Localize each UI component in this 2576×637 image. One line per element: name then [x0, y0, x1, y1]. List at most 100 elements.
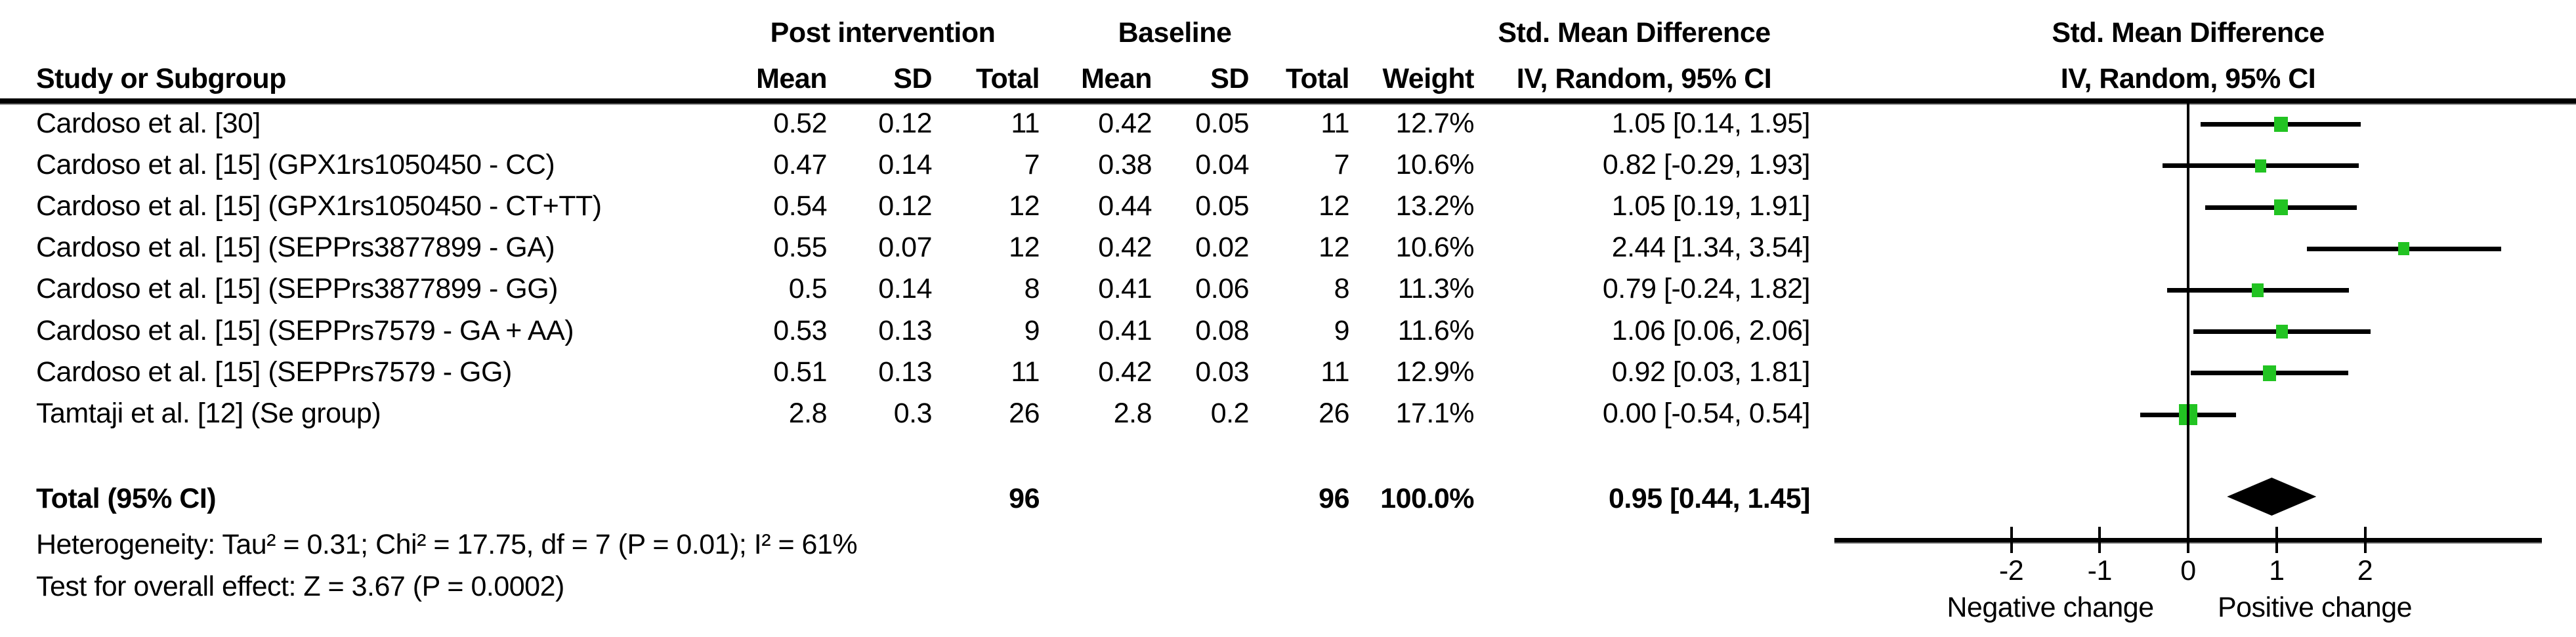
axis-tick — [2187, 527, 2189, 553]
study-row-post-sd: 0.12 — [878, 108, 932, 139]
baseline-total-header: Total — [1285, 63, 1350, 94]
header-rule-shadow — [0, 104, 2576, 105]
study-row-post-total: 8 — [1024, 273, 1040, 304]
axis-tick-label: 1 — [2269, 555, 2285, 586]
study-row-base-mean: 0.42 — [1098, 232, 1152, 263]
effect-marker — [2262, 365, 2277, 381]
study-row-base-mean: 2.8 — [1113, 398, 1152, 429]
weight-header: Weight — [1382, 63, 1474, 94]
study-row-post-total: 11 — [1011, 356, 1040, 388]
axis-tick — [2275, 527, 2278, 553]
study-row-post-mean: 0.53 — [773, 315, 827, 346]
study-row-post-total: 26 — [1009, 398, 1040, 429]
zero-effect-line — [2187, 104, 2189, 540]
study-row-label: Cardoso et al. [15] (SEPPrs7579 - GG) — [36, 356, 512, 388]
study-row-base-sd: 0.03 — [1195, 356, 1249, 388]
study-row-weight: 10.6% — [1395, 232, 1475, 263]
study-row-label: Cardoso et al. [15] (GPX1rs1050450 - CC) — [36, 149, 555, 180]
study-row-weight: 17.1% — [1395, 398, 1475, 429]
study-row-base-sd: 0.05 — [1195, 108, 1249, 139]
study-row-base-total: 7 — [1334, 149, 1350, 180]
axis-tick-label: 2 — [2357, 555, 2373, 586]
study-row-ci-text: 0.82 [-0.29, 1.93] — [1602, 149, 1811, 180]
study-row-base-total: 11 — [1320, 356, 1349, 388]
study-row-base-sd: 0.04 — [1195, 149, 1249, 180]
study-row-label: Cardoso et al. [15] (SEPPrs3877899 - GG) — [36, 273, 559, 304]
study-row-post-sd: 0.12 — [878, 190, 932, 222]
study-row-base-sd: 0.05 — [1195, 190, 1249, 222]
study-row-post-mean: 0.55 — [773, 232, 827, 263]
overall-effect-test: Test for overall effect: Z = 3.67 (P = 0… — [36, 571, 564, 602]
study-row-base-mean: 0.41 — [1098, 273, 1152, 304]
effect-marker — [2274, 116, 2288, 133]
study-row-base-total: 12 — [1319, 190, 1349, 222]
study-row-ci-text: 0.00 [-0.54, 0.54] — [1602, 398, 1811, 429]
total-post-n: 96 — [1009, 483, 1040, 514]
post-total-header: Total — [975, 63, 1040, 94]
study-row-weight: 13.2% — [1395, 190, 1475, 222]
study-row-label: Cardoso et al. [15] (SEPPrs3877899 - GA) — [36, 232, 555, 263]
study-row-base-total: 12 — [1319, 232, 1349, 263]
study-row-ci-text: 0.92 [0.03, 1.81] — [1611, 356, 1811, 388]
study-row-ci-text: 1.05 [0.19, 1.91] — [1611, 190, 1811, 222]
smd-plot-header: Std. Mean Difference — [2052, 17, 2325, 49]
study-row-label: Tamtaji et al. [12] (Se group) — [36, 398, 381, 429]
study-row-base-total: 9 — [1334, 315, 1350, 346]
effect-marker — [2273, 199, 2288, 216]
axis-tick — [2098, 527, 2101, 553]
study-row-weight: 11.3% — [1397, 273, 1475, 304]
study-row-weight: 10.6% — [1395, 149, 1475, 180]
study-row-post-sd: 0.14 — [878, 273, 932, 304]
heterogeneity-stats: Heterogeneity: Tau² = 0.31; Chi² = 17.75… — [36, 529, 858, 560]
study-row-base-total: 26 — [1319, 398, 1349, 429]
method-plot-header: IV, Random, 95% CI — [2060, 63, 2316, 94]
axis-tick-label: 0 — [2180, 555, 2196, 586]
study-row-weight: 12.7% — [1395, 108, 1475, 139]
study-row-post-total: 9 — [1024, 315, 1040, 346]
axis-tick — [2363, 527, 2367, 553]
study-row-base-mean: 0.38 — [1098, 149, 1152, 180]
pooled-effect-diamond — [2227, 478, 2317, 516]
study-row-base-mean: 0.44 — [1098, 190, 1152, 222]
study-row-weight: 11.6% — [1397, 315, 1475, 346]
total-row-label: Total (95% CI) — [36, 483, 217, 514]
baseline-mean-header: Mean — [1081, 63, 1152, 94]
axis-tick — [2010, 527, 2013, 553]
total-baseline-n: 96 — [1319, 483, 1349, 514]
study-row-label: Cardoso et al. [15] (SEPPrs7579 - GA + A… — [36, 315, 574, 346]
study-row-post-sd: 0.3 — [893, 398, 933, 429]
post-mean-header: Mean — [756, 63, 827, 94]
study-row-ci-text: 0.79 [-0.24, 1.82] — [1602, 273, 1811, 304]
study-row-label: Cardoso et al. [15] (GPX1rs1050450 - CT+… — [36, 190, 602, 222]
total-ci-text: 0.95 [0.44, 1.45] — [1608, 483, 1811, 514]
study-row-base-sd: 0.08 — [1195, 315, 1249, 346]
study-row-post-mean: 0.52 — [773, 108, 827, 139]
study-row-post-mean: 2.8 — [788, 398, 828, 429]
effect-marker — [2275, 324, 2289, 339]
study-row-base-total: 11 — [1320, 108, 1349, 139]
header-rule — [0, 98, 2576, 104]
study-column-header: Study or Subgroup — [36, 63, 286, 94]
study-row-base-mean: 0.42 — [1098, 356, 1152, 388]
study-row-post-sd: 0.13 — [878, 315, 932, 346]
study-row-post-total: 12 — [1009, 232, 1040, 263]
axis-tick-label: -2 — [1998, 555, 2024, 586]
study-row-ci-text: 1.05 [0.14, 1.95] — [1611, 108, 1811, 139]
axis-tick-label: -1 — [2087, 555, 2113, 586]
study-row-base-mean: 0.41 — [1098, 315, 1152, 346]
positive-change-label: Positive change — [2217, 592, 2413, 623]
negative-change-label: Negative change — [1947, 592, 2154, 623]
study-row-post-sd: 0.07 — [878, 232, 932, 263]
effect-marker — [2398, 242, 2410, 255]
study-row-base-sd: 0.06 — [1195, 273, 1249, 304]
smd-column-header: Std. Mean Difference — [1498, 17, 1771, 49]
study-row-post-mean: 0.51 — [773, 356, 827, 388]
method-column-header: IV, Random, 95% CI — [1516, 63, 1772, 94]
effect-marker — [2255, 159, 2266, 173]
study-row-post-total: 12 — [1009, 190, 1040, 222]
study-row-post-mean: 0.5 — [788, 273, 828, 304]
study-row-weight: 12.9% — [1395, 356, 1475, 388]
study-row-base-sd: 0.02 — [1195, 232, 1249, 263]
study-row-ci-text: 1.06 [0.06, 2.06] — [1611, 315, 1811, 346]
